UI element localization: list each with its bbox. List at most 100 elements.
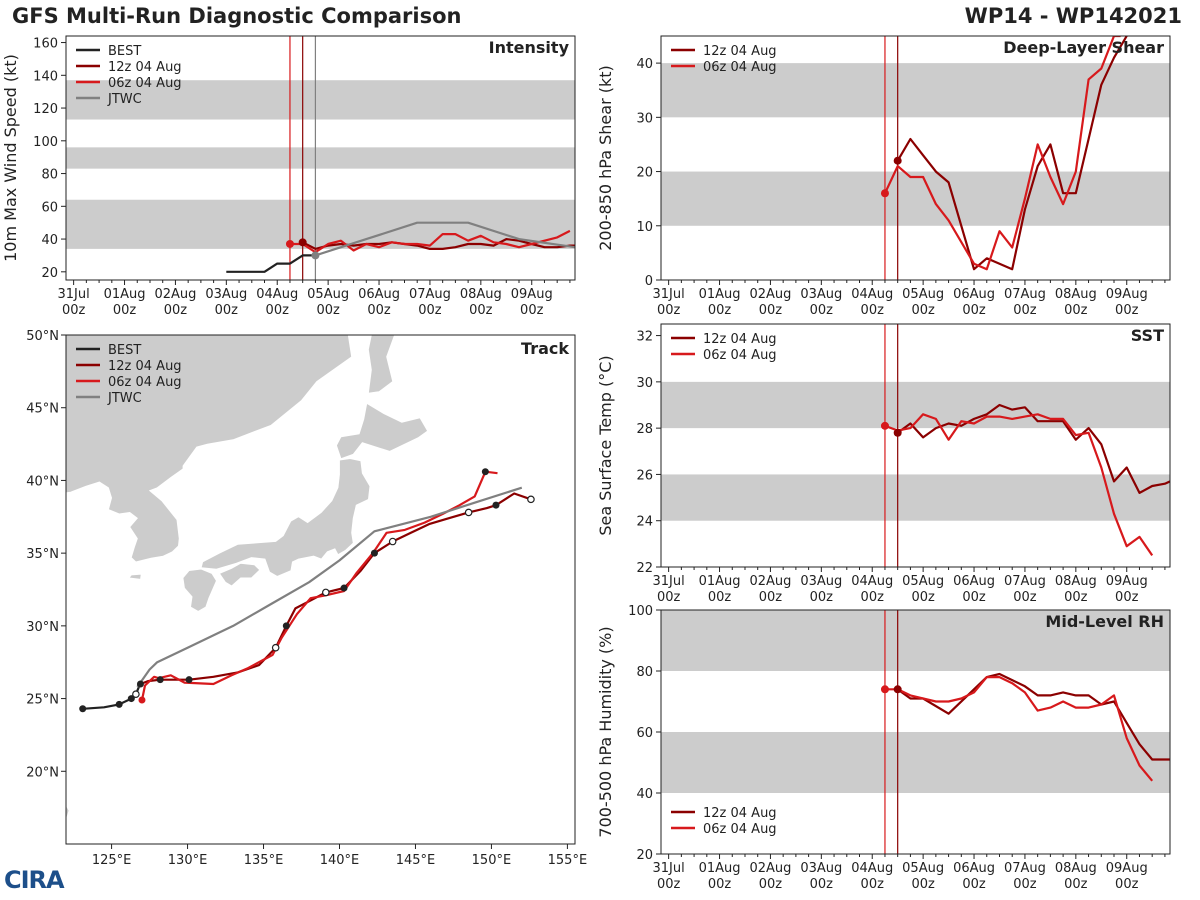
panel-title: SST — [1131, 326, 1164, 345]
panel-sst: 22242628303231Jul00z01Aug00z02Aug00z03Au… — [596, 323, 1171, 605]
mainland-shape — [66, 335, 353, 563]
panel-track: 125°E 130°E 135°E 140°E 145°E 150°E 155°E 20°N 2… — [26, 329, 587, 868]
panel-title: Intensity — [489, 38, 570, 57]
init-point-marker — [311, 251, 320, 260]
track-marker-filled — [138, 696, 146, 704]
x-tick-label-hour: 00z — [810, 877, 834, 892]
x-tick-label-hour: 00z — [469, 303, 493, 318]
legend-label: 12z 04 Aug — [108, 60, 182, 75]
shaded-band — [661, 474, 1170, 521]
land-masses — [66, 335, 429, 822]
x-tick-label-hour: 00z — [759, 877, 783, 892]
y-tick-label: 32 — [636, 330, 653, 345]
track-series — [79, 468, 535, 713]
x-tick-label-hour: 00z — [810, 590, 834, 605]
track-marker-filled — [115, 700, 123, 708]
legend-label: 12z 04 Aug — [703, 332, 777, 347]
x-tick-label-hour: 00z — [113, 303, 137, 318]
track-marker-open — [527, 495, 535, 504]
x-tick-label-date: 31Jul — [653, 861, 685, 876]
x-tick-label-hour: 00z — [1115, 303, 1139, 318]
x-tick-label-date: 03Aug — [800, 287, 842, 302]
x-tick-label-hour: 00z — [810, 303, 834, 318]
x-tick-label-date: 05Aug — [307, 287, 349, 302]
y-axis-label: 700-500 hPa Humidity (%) — [596, 626, 615, 837]
y-tick-label: 10 — [636, 220, 653, 235]
y-tick-label: 140 — [33, 69, 58, 84]
honshu-shape — [200, 458, 371, 577]
x-tick-label-date: 04Aug — [256, 287, 298, 302]
init-point-marker — [880, 685, 889, 694]
lat-tick-label: 30°N — [26, 620, 59, 635]
legend-label: 12z 04 Aug — [703, 806, 777, 821]
x-tick-label-date: 06Aug — [953, 287, 995, 302]
y-tick-label: 60 — [41, 200, 58, 215]
series-group — [884, 403, 1170, 557]
panel-shear: 01020304031Jul00z01Aug00z02Aug00z03Aug00… — [596, 35, 1171, 318]
track-marker-filled — [481, 468, 489, 476]
x-tick-label-hour: 00z — [1064, 877, 1088, 892]
x-tick-label-hour: 00z — [708, 303, 732, 318]
x-tick-label-date: 08Aug — [1055, 861, 1097, 876]
cira-logo: CIRA — [4, 866, 65, 894]
axes-frame — [660, 35, 1171, 281]
y-tick-label: 30 — [636, 376, 653, 391]
x-tick-label-date: 09Aug — [1106, 861, 1148, 876]
x-tick-label-date: 04Aug — [851, 861, 893, 876]
init-point-marker — [893, 156, 902, 165]
x-tick-label-hour: 00z — [861, 590, 885, 605]
track-line-jtwc — [136, 486, 523, 688]
y-tick-label: 40 — [41, 233, 58, 248]
series-group — [884, 36, 1128, 271]
track-marker-filled — [340, 584, 348, 592]
series-line-12z-04-aug — [897, 672, 1170, 761]
init-point-marker — [285, 239, 294, 248]
x-tick-label-hour: 00z — [861, 877, 885, 892]
x-tick-label-date: 03Aug — [800, 574, 842, 589]
x-tick-label-hour: 00z — [657, 877, 681, 892]
x-tick-label-hour: 00z — [1064, 590, 1088, 605]
axes-frame — [660, 323, 1171, 568]
x-tick-label-date: 01Aug — [699, 574, 741, 589]
x-tick-label-hour: 00z — [657, 303, 681, 318]
lat-tick-label: 50°N — [26, 329, 59, 344]
x-tick-label-hour: 00z — [962, 590, 986, 605]
y-tick-label: 30 — [636, 111, 653, 126]
x-tick-label-hour: 00z — [1064, 303, 1088, 318]
x-tick-label-hour: 00z — [911, 303, 935, 318]
x-tick-label-hour: 00z — [164, 303, 188, 318]
series-line-12z-04-aug — [897, 403, 1170, 494]
x-tick-label-hour: 00z — [62, 303, 86, 318]
x-tick-label-hour: 00z — [215, 303, 239, 318]
series-line-best — [226, 254, 316, 273]
x-tick-label-date: 08Aug — [460, 287, 502, 302]
series-group — [885, 672, 1170, 782]
y-tick-label: 100 — [628, 604, 653, 619]
x-tick-label-date: 31Jul — [653, 574, 685, 589]
y-tick-label: 80 — [41, 168, 58, 183]
x-tick-label-date: 08Aug — [1055, 574, 1097, 589]
track-marker-open — [464, 508, 473, 517]
panel-title: Mid-Level RH — [1045, 612, 1164, 631]
legend-label: 12z 04 Aug — [703, 44, 777, 59]
kyushu-shape — [182, 568, 217, 612]
axes-frame — [65, 334, 576, 845]
x-tick-label-hour: 00z — [1013, 590, 1037, 605]
sakhalin-shape — [367, 335, 395, 394]
y-axis-label: Sea Surface Temp (°C) — [596, 355, 615, 535]
shaded-band — [66, 147, 575, 169]
shaded-band — [66, 199, 575, 249]
lat-tick-label: 40°N — [26, 474, 59, 489]
legend-label: JTWC — [107, 391, 142, 406]
y-axis-label: 200-850 hPa Shear (kt) — [596, 65, 615, 251]
panel-intensity: 2040608010012014016031Jul00z01Aug00z02Au… — [1, 35, 576, 318]
legend-label: 06z 04 Aug — [108, 76, 182, 91]
track-marker-filled — [185, 676, 193, 684]
track-marker-filled — [492, 501, 500, 509]
track-marker-filled — [370, 549, 378, 557]
lon-tick-label: 130°E — [168, 853, 208, 868]
init-point-marker — [880, 189, 889, 198]
legend-label: 06z 04 Aug — [703, 60, 777, 75]
